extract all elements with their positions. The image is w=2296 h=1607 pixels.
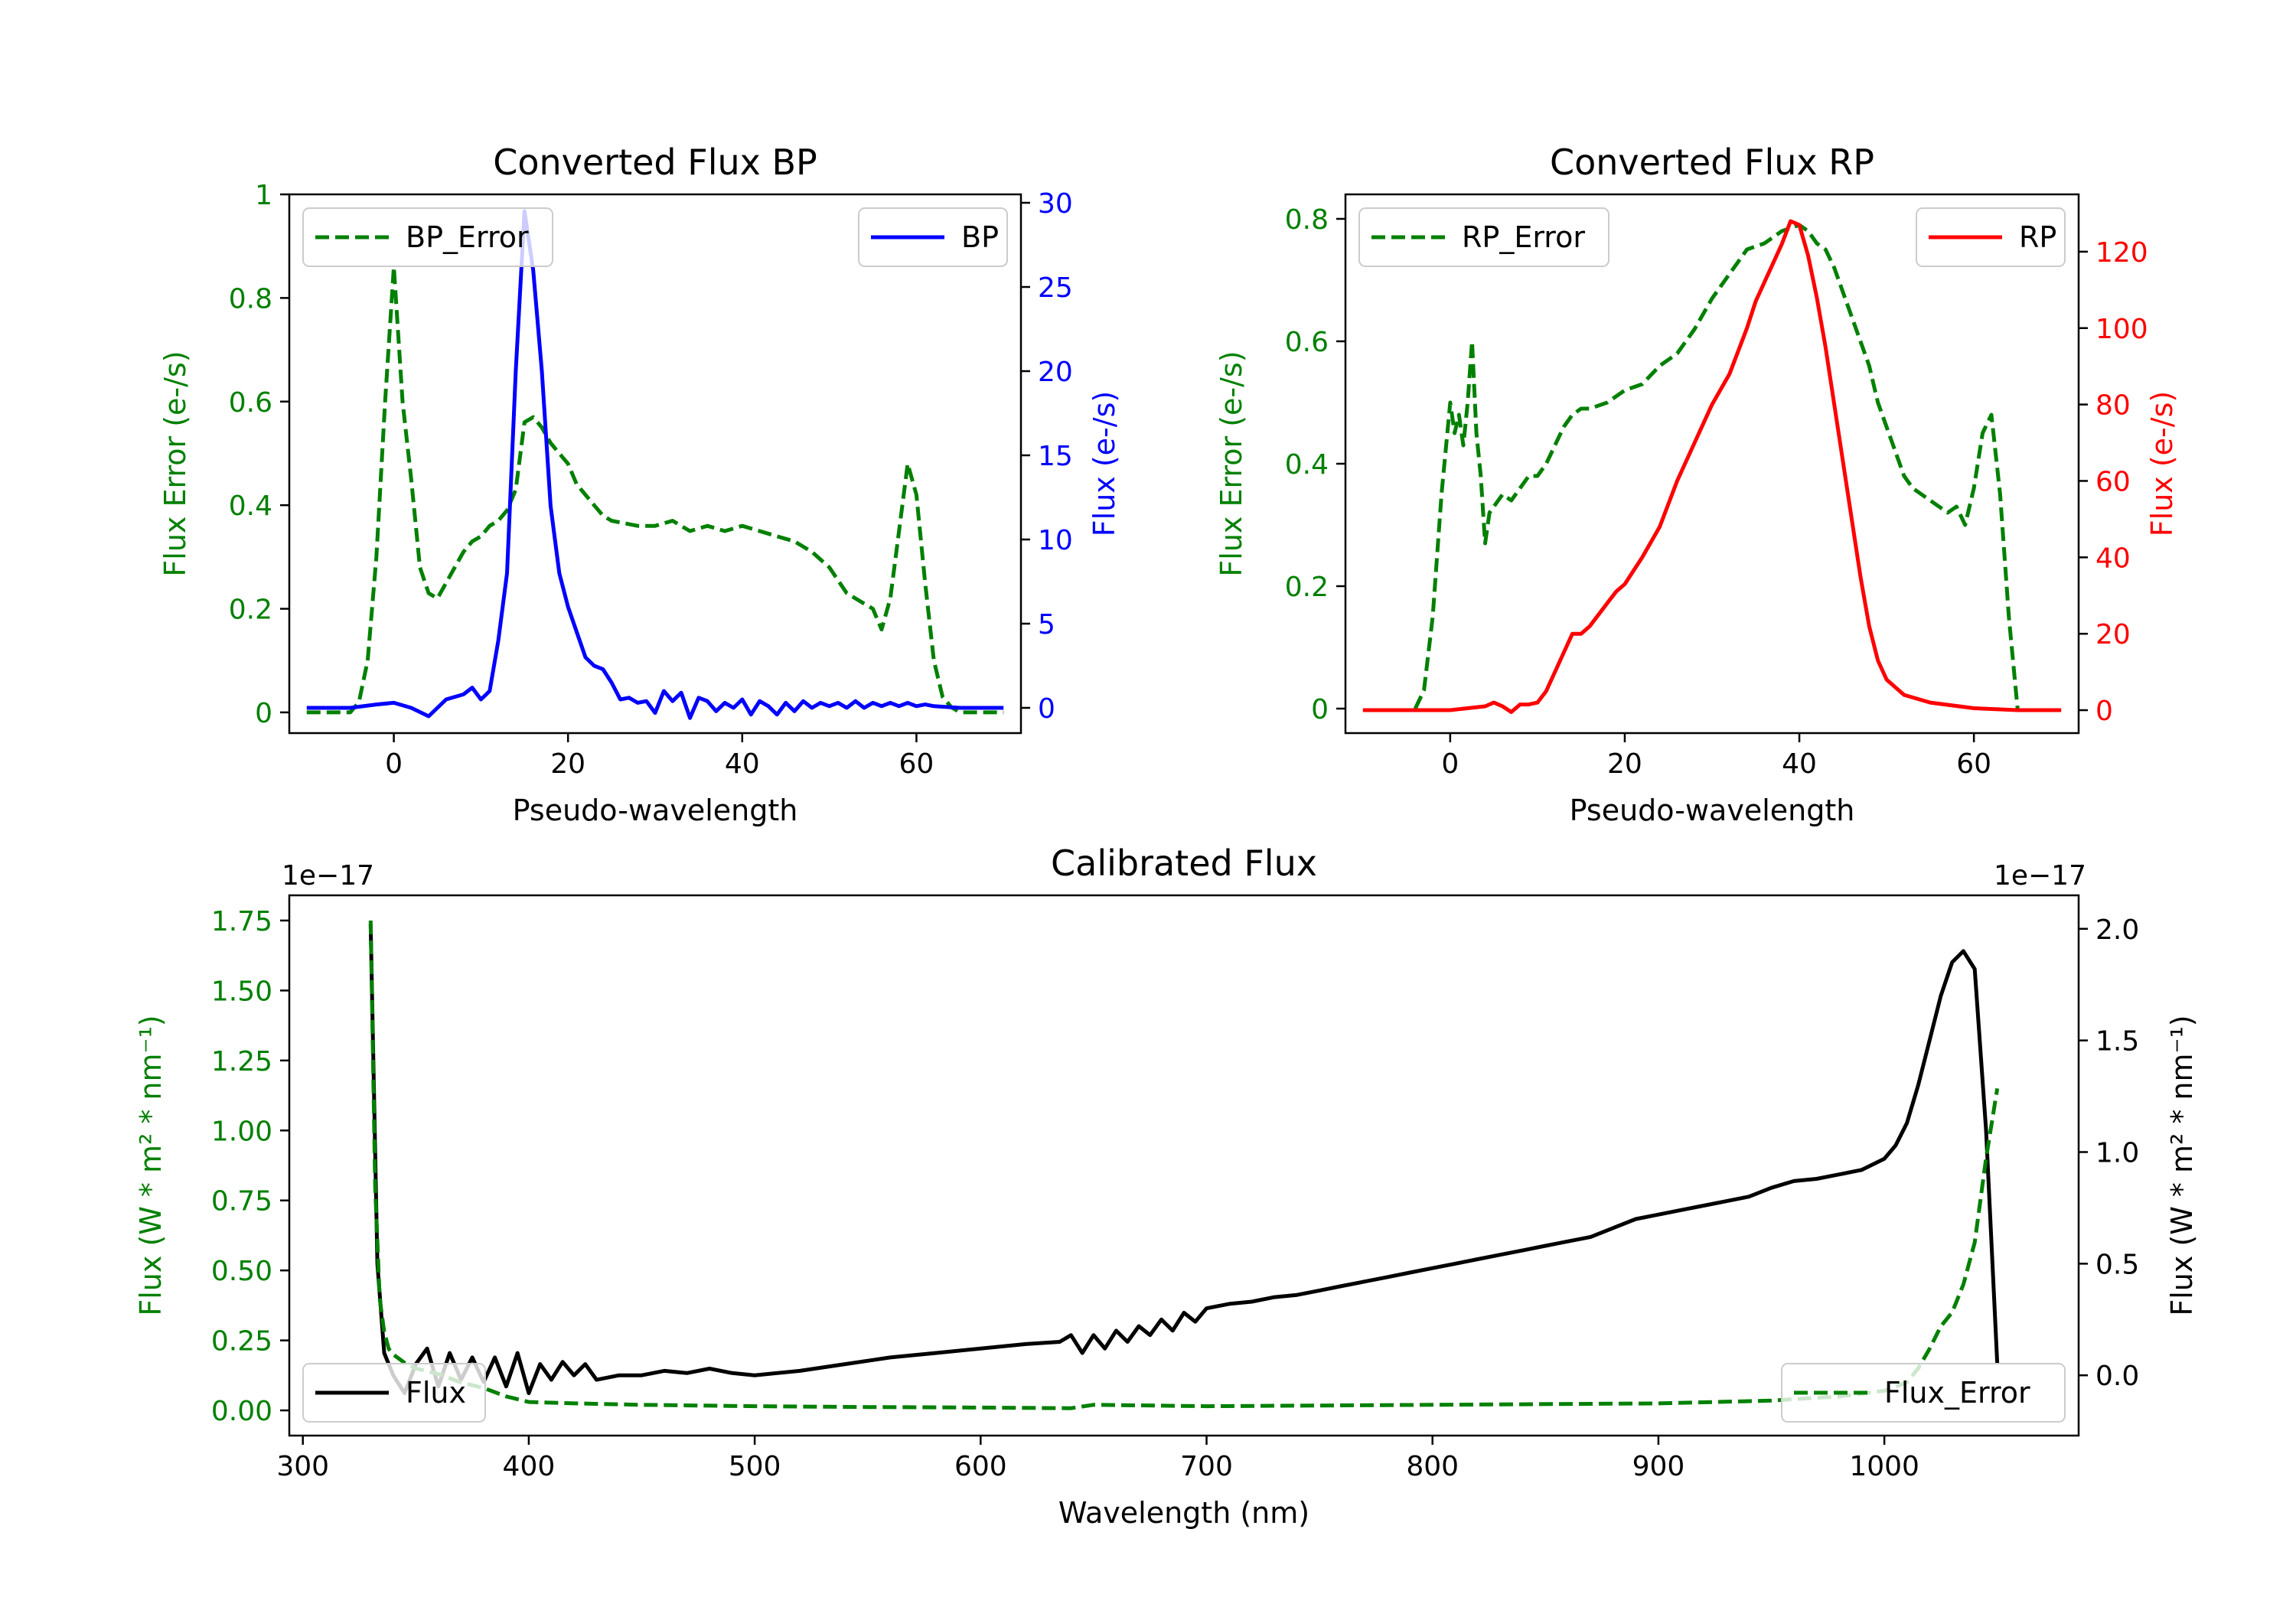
right-y-tick-label: 0 bbox=[1038, 693, 1055, 725]
left-y-tick-label: 0 bbox=[1311, 694, 1329, 725]
series-line-bp-error bbox=[306, 265, 1004, 715]
legend-rp: RP bbox=[1916, 207, 2066, 267]
right-y-tick-label: 40 bbox=[2095, 543, 2131, 574]
left-y-tick-label: 0.2 bbox=[1285, 572, 1329, 603]
right-y-tick-label: 100 bbox=[2095, 314, 2148, 345]
right-y-axis-label: Flux (e-/s) bbox=[2145, 391, 2179, 536]
x-axis-label: Pseudo-wavelength bbox=[513, 794, 798, 827]
right-y-axis-label: Flux (e-/s) bbox=[1088, 391, 1121, 536]
left-y-tick-label: 1.50 bbox=[211, 976, 272, 1007]
right-y-tick-label: 20 bbox=[1038, 357, 1073, 388]
left-y-tick-label: 1.75 bbox=[211, 906, 272, 937]
right-y-tick-label: 120 bbox=[2095, 237, 2148, 269]
legend-label: BP_Error bbox=[406, 220, 529, 254]
panel-converted-flux-bp: 0 20 40 6000.20.40.60.81051015202530Convert… bbox=[158, 142, 1121, 827]
x-tick-label: 400 bbox=[503, 1451, 556, 1482]
left-y-tick-label: 0 bbox=[255, 698, 272, 729]
x-axis-label: Pseudo-wavelength bbox=[1570, 794, 1855, 827]
left-y-tick-label: 1.25 bbox=[211, 1046, 272, 1077]
left-y-tick-label: 0.25 bbox=[211, 1326, 272, 1358]
right-y-tick-label: 20 bbox=[2095, 619, 2131, 650]
legend-bp-error: BP_Error bbox=[302, 207, 553, 267]
right-y-tick-label: 5 bbox=[1038, 609, 1055, 641]
x-tick-label: 20 bbox=[1607, 748, 1642, 780]
plot-frame bbox=[288, 193, 1022, 735]
left-y-axis-label: Flux Error (e-/s) bbox=[1215, 350, 1248, 576]
series-line-flux bbox=[368, 924, 2000, 1396]
left-y-tick-label: 0.2 bbox=[229, 595, 272, 626]
x-tick-label: 20 bbox=[550, 748, 585, 780]
right-y-tick-label: 80 bbox=[2095, 390, 2131, 422]
left-y-tick-label: 0.75 bbox=[211, 1186, 272, 1217]
right-y-tick-label: 30 bbox=[1038, 188, 1073, 220]
left-y-tick-label: 1 bbox=[255, 180, 272, 211]
x-tick-label: 60 bbox=[1956, 748, 1991, 780]
left-offset-text: 1e−17 bbox=[282, 860, 374, 892]
right-y-tick-label: 1.5 bbox=[2095, 1026, 2139, 1058]
x-axis-label: Wavelength (nm) bbox=[1058, 1496, 1309, 1530]
right-offset-text: 1e−17 bbox=[1994, 860, 2086, 892]
x-tick-label: 1000 bbox=[1849, 1451, 1919, 1482]
chart-title: Converted Flux BP bbox=[493, 142, 817, 183]
legend-box bbox=[302, 207, 553, 267]
series-line-flux-error bbox=[368, 920, 2000, 1410]
series-line-rp-error bbox=[1413, 223, 2020, 710]
right-y-tick-label: 25 bbox=[1038, 272, 1073, 304]
legend-box bbox=[1358, 207, 1609, 267]
left-y-tick-label: 0.8 bbox=[1285, 204, 1329, 236]
right-y-tick-label: 60 bbox=[2095, 466, 2131, 497]
legend-flux-error: Flux_Error bbox=[1781, 1363, 2066, 1423]
right-y-axis-label: Flux (W * m² * nm⁻¹) bbox=[2165, 1015, 2199, 1315]
left-y-axis-label: Flux Error (e-/s) bbox=[158, 350, 192, 576]
left-y-tick-label: 0.00 bbox=[211, 1396, 272, 1427]
legend-label: Flux_Error bbox=[1884, 1376, 2030, 1410]
legend-label: BP bbox=[961, 220, 999, 254]
legend-box bbox=[1781, 1363, 2066, 1423]
right-y-tick-label: 1.0 bbox=[2095, 1137, 2139, 1169]
left-y-axis-label: Flux (W * m² * nm⁻¹) bbox=[134, 1015, 168, 1315]
legend-label: RP_Error bbox=[1462, 220, 1585, 254]
left-y-tick-label: 1.00 bbox=[211, 1116, 272, 1147]
x-tick-label: 600 bbox=[954, 1451, 1007, 1482]
panel-calibrated-flux: 300 400 500 600 700 800 900 1000 0.00 0.25 0.50 0.7… bbox=[134, 843, 2199, 1530]
legend-bp: BP bbox=[858, 207, 1008, 267]
right-y-tick-label: 10 bbox=[1038, 525, 1073, 556]
chart-title: Converted Flux RP bbox=[1550, 142, 1874, 183]
x-tick-label: 800 bbox=[1406, 1451, 1459, 1482]
right-y-tick-label: 2.0 bbox=[2095, 914, 2139, 946]
series-line-bp bbox=[306, 209, 1004, 720]
legend-rp-error: RP_Error bbox=[1358, 207, 1609, 267]
x-tick-label: 60 bbox=[899, 748, 934, 780]
x-tick-label: 500 bbox=[729, 1451, 781, 1482]
left-y-tick-label: 0.6 bbox=[1285, 327, 1329, 358]
left-y-tick-label: 0.50 bbox=[211, 1256, 272, 1287]
plot-frame bbox=[288, 894, 2080, 1437]
chart-title: Calibrated Flux bbox=[1051, 843, 1317, 884]
x-tick-label: 40 bbox=[1782, 748, 1817, 780]
legend-box bbox=[302, 1363, 486, 1423]
x-tick-label: 700 bbox=[1180, 1451, 1233, 1482]
x-tick-label: 40 bbox=[725, 748, 760, 780]
right-y-tick-label: 0.5 bbox=[2095, 1249, 2139, 1280]
right-y-tick-label: 0 bbox=[2095, 696, 2113, 727]
legend-label: RP bbox=[2019, 220, 2056, 254]
right-y-tick-label: 0.0 bbox=[2095, 1361, 2139, 1392]
series-line-rp bbox=[1362, 219, 2062, 714]
left-y-tick-label: 0.4 bbox=[229, 491, 272, 522]
right-y-tick-label: 15 bbox=[1038, 441, 1073, 472]
panel-converted-flux-rp: 0 20 40 60 0 0.2 0.4 0.6 0.8 0 20 40 60 80 100 120 Conve… bbox=[1215, 142, 2179, 827]
legend-label: Flux bbox=[406, 1376, 466, 1410]
x-tick-label: 900 bbox=[1632, 1451, 1685, 1482]
x-tick-label: 300 bbox=[276, 1451, 329, 1482]
left-y-tick-label: 0.6 bbox=[229, 387, 272, 419]
x-tick-label: 0 bbox=[1441, 748, 1459, 780]
left-y-tick-label: 0.8 bbox=[229, 283, 272, 315]
x-tick-label: 0 bbox=[385, 748, 403, 780]
left-y-tick-label: 0.4 bbox=[1285, 449, 1329, 481]
legend-flux: Flux bbox=[302, 1363, 486, 1423]
